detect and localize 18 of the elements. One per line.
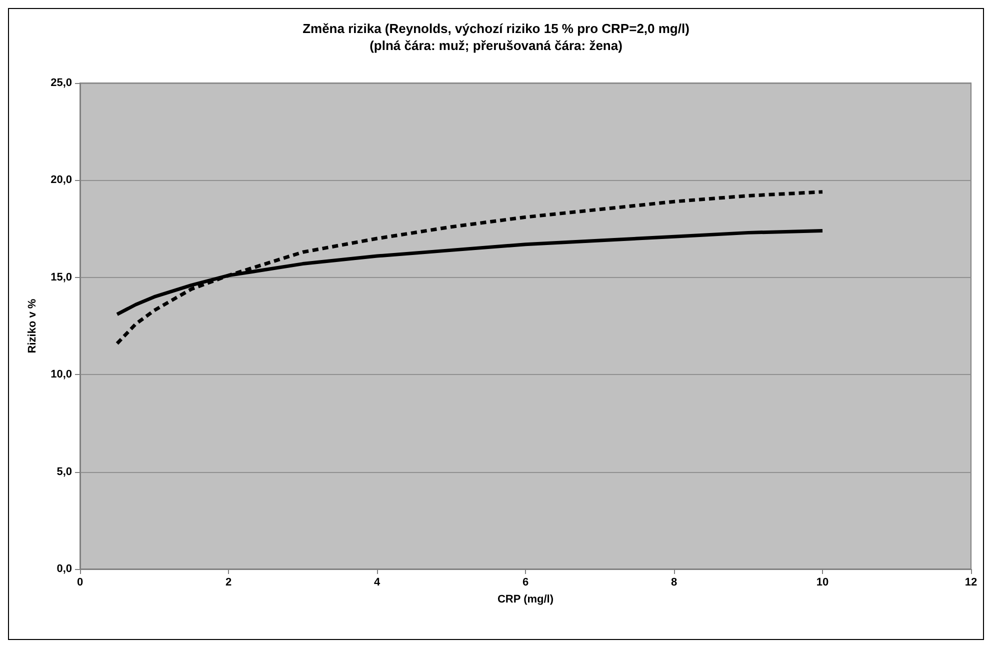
chart-title: Změna rizika (Reynolds, výchozí riziko 15 % pro CRP=2,0 mg/l) bbox=[302, 21, 690, 36]
x-tick-label: 0 bbox=[76, 576, 84, 588]
line-series bbox=[115, 190, 824, 346]
y-tick-label: 25,0 bbox=[50, 77, 72, 89]
y-axis-title: Riziko v % bbox=[26, 298, 38, 354]
x-tick-label: 4 bbox=[374, 576, 381, 588]
x-tick-label: 12 bbox=[964, 576, 978, 588]
y-tick-label: 5,0 bbox=[56, 466, 72, 478]
y-tick-label: 10,0 bbox=[50, 368, 72, 381]
chart-subtitle: (plná čára: muž; přerušovaná čára: žena) bbox=[370, 38, 622, 53]
y-tick-label: 0,0 bbox=[56, 563, 72, 575]
y-tick-label: 20,0 bbox=[50, 174, 72, 186]
x-tick-label: 2 bbox=[225, 576, 232, 588]
x-tick-label: 8 bbox=[670, 576, 678, 588]
x-axis-title: CRP (mg/l) bbox=[497, 594, 554, 606]
x-tick-label: 10 bbox=[816, 576, 829, 588]
y-tick-label: 15,0 bbox=[50, 271, 72, 284]
x-tick-label: 6 bbox=[522, 576, 529, 588]
